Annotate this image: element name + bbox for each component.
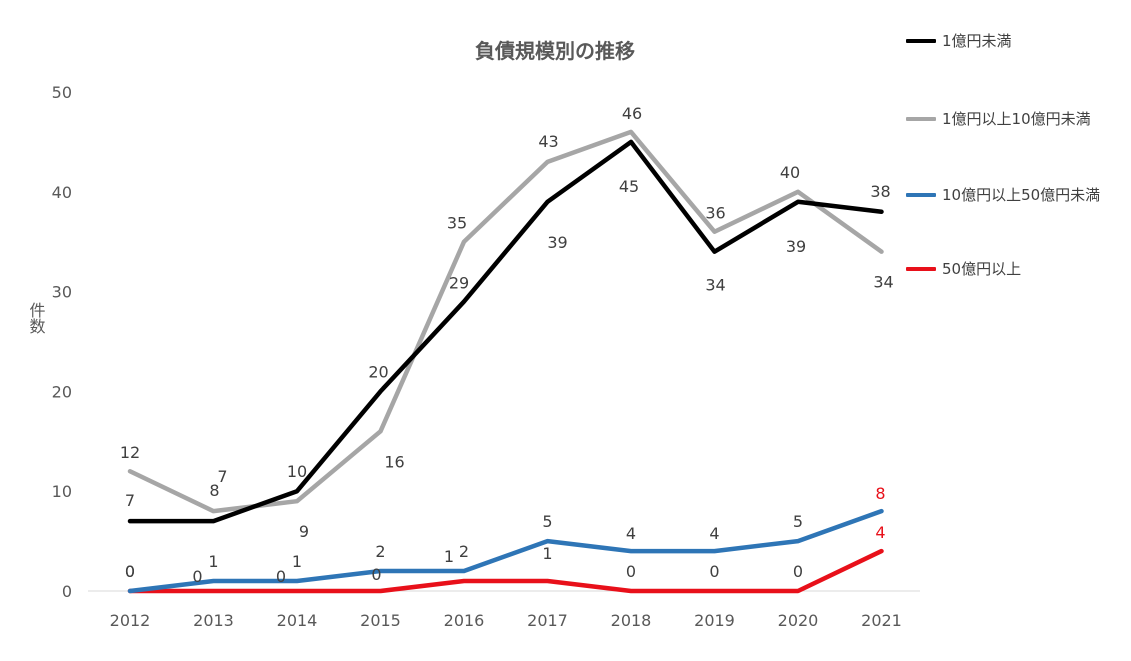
- data-label: 16: [384, 452, 404, 471]
- y-tick-label: 30: [52, 283, 72, 302]
- legend-item: 1億円未満: [906, 30, 1112, 52]
- data-label: 1: [208, 552, 218, 571]
- data-label: 7: [125, 491, 135, 510]
- data-label: 1: [292, 552, 302, 571]
- y-tick-label: 20: [52, 382, 72, 401]
- data-label: 4: [626, 524, 636, 543]
- legend-swatch: [906, 193, 936, 197]
- legend-label: 1億円未満: [942, 32, 1012, 50]
- data-label: 0: [793, 562, 803, 581]
- data-label: 36: [705, 204, 725, 223]
- data-label: 5: [542, 512, 552, 531]
- data-label: 29: [449, 274, 469, 293]
- data-label: 39: [547, 233, 567, 252]
- x-tick-label: 2021: [861, 611, 902, 630]
- series-line: [127, 508, 884, 594]
- data-label: 34: [873, 273, 893, 292]
- x-tick-label: 2015: [360, 611, 401, 630]
- data-label: 46: [622, 104, 642, 123]
- series-line: [127, 548, 884, 594]
- x-tick-label: 2019: [694, 611, 735, 630]
- data-label: 10: [287, 462, 307, 481]
- legend-label: 1億円以上10億円未満: [942, 110, 1091, 128]
- data-label: 0: [626, 562, 636, 581]
- y-tick-label: 50: [52, 83, 72, 102]
- series-lines: [127, 129, 884, 594]
- chart-title: 負債規模別の推移: [475, 39, 635, 63]
- data-label: 4: [709, 524, 719, 543]
- data-label: 0: [125, 562, 135, 581]
- y-axis-label: 件数: [27, 302, 46, 334]
- x-tick-label: 2014: [277, 611, 318, 630]
- data-label: 0: [125, 562, 135, 581]
- y-tick-label: 40: [52, 183, 72, 202]
- data-label: 12: [120, 443, 140, 462]
- data-label: 8: [209, 481, 219, 500]
- legend-item: 50億円以上: [906, 258, 1112, 280]
- y-tick-labels: 0 10 20 30 40 50: [52, 83, 72, 601]
- legend-label: 10億円以上50億円未満: [942, 186, 1101, 204]
- data-label: 40: [780, 163, 800, 182]
- x-tick-label: 2016: [444, 611, 485, 630]
- data-label: 0: [192, 567, 202, 586]
- data-label: 5: [793, 512, 803, 531]
- y-tick-label: 0: [62, 582, 72, 601]
- x-tick-label: 2020: [778, 611, 819, 630]
- data-label: 35: [447, 214, 467, 233]
- x-tick-label: 2018: [611, 611, 652, 630]
- legend-swatch: [906, 39, 936, 43]
- data-label: 39: [786, 237, 806, 256]
- data-label: 9: [299, 522, 309, 541]
- y-tick-label: 10: [52, 482, 72, 501]
- data-label: 20: [368, 362, 388, 381]
- data-label: 1: [444, 547, 454, 566]
- data-label: 0: [371, 565, 381, 584]
- data-label: 45: [619, 177, 639, 196]
- x-tick-label: 2012: [110, 611, 151, 630]
- x-tick-labels: 2012 2013 2014 2015 2016 2017 2018 2019 2020 2021: [110, 611, 902, 630]
- x-tick-label: 2017: [527, 611, 568, 630]
- data-label: 43: [538, 132, 558, 151]
- data-label: 7: [217, 467, 227, 486]
- legend-item: 10億円以上50億円未満: [906, 184, 1112, 206]
- data-label: 4: [875, 523, 885, 542]
- data-label: 2: [375, 542, 385, 561]
- legend-label: 50億円以上: [942, 260, 1022, 278]
- legend-item: 1億円以上10億円未満: [906, 108, 1112, 130]
- legend-swatch: [906, 267, 936, 271]
- data-label: 0: [276, 567, 286, 586]
- data-label: 1: [542, 544, 552, 563]
- data-label: 34: [705, 276, 725, 295]
- data-label: 0: [709, 562, 719, 581]
- x-tick-label: 2013: [193, 611, 234, 630]
- legend-swatch: [906, 117, 936, 121]
- data-label: 2: [459, 542, 469, 561]
- series-line: [127, 139, 884, 524]
- data-label: 38: [870, 182, 890, 201]
- data-label: 8: [875, 484, 885, 503]
- series-line: [127, 129, 884, 514]
